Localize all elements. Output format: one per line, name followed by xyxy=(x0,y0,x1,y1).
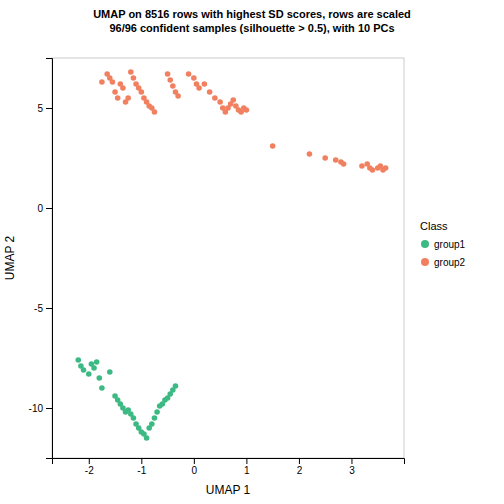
title: UMAP on 8516 rows with highest SD scores… xyxy=(93,8,411,34)
point xyxy=(202,81,208,87)
point xyxy=(149,421,155,427)
tick: 3 xyxy=(349,458,355,476)
point xyxy=(81,367,87,373)
point xyxy=(120,85,126,91)
tick-label: 2 xyxy=(297,465,303,476)
points xyxy=(75,69,388,441)
point xyxy=(152,415,158,421)
point xyxy=(244,107,250,113)
tick-mark xyxy=(46,108,52,109)
point xyxy=(186,71,192,77)
point xyxy=(144,435,150,441)
point xyxy=(196,85,202,91)
tick-mark xyxy=(89,458,90,464)
tick-label: -2 xyxy=(85,465,94,476)
tick-label: -1 xyxy=(137,465,146,476)
tick-label: 1 xyxy=(244,465,250,476)
tick-label: 3 xyxy=(349,465,355,476)
point xyxy=(131,75,137,81)
tick-mark xyxy=(299,458,300,464)
point xyxy=(128,69,134,75)
legend-label: group2 xyxy=(434,257,466,268)
x-axis-title: UMAP 1 xyxy=(206,483,251,497)
tick-label: -5 xyxy=(34,303,43,314)
legend-item: group1 xyxy=(421,239,466,250)
point xyxy=(139,89,145,95)
tick-label: 0 xyxy=(37,203,43,214)
legend: Class group1 group2 xyxy=(420,220,466,268)
tick: -5 xyxy=(34,303,52,314)
y-axis: -10 -5 0 5 xyxy=(29,59,53,459)
point xyxy=(212,95,218,101)
legend-swatch xyxy=(421,258,429,266)
point xyxy=(154,409,160,415)
point xyxy=(307,151,313,157)
series xyxy=(75,357,178,441)
point xyxy=(322,155,328,161)
axis-line xyxy=(53,459,405,465)
x-axis: -2 -1 0 1 2 3 xyxy=(53,458,405,476)
point xyxy=(152,109,158,115)
point xyxy=(99,79,105,85)
tick-label: -10 xyxy=(29,403,44,414)
tick: 2 xyxy=(297,458,303,476)
legend-title: Class xyxy=(420,220,448,232)
tick-label: 0 xyxy=(192,465,198,476)
point xyxy=(370,167,376,173)
tick-mark xyxy=(46,208,52,209)
point xyxy=(230,97,236,103)
point xyxy=(75,357,81,363)
y-axis-title: UMAP 2 xyxy=(3,235,17,280)
legend-label: group1 xyxy=(434,239,466,250)
legend-swatch xyxy=(421,240,429,248)
tick: 5 xyxy=(37,103,52,114)
tick: 1 xyxy=(244,458,250,476)
tick: 0 xyxy=(192,458,198,476)
point xyxy=(191,75,197,81)
point xyxy=(359,163,365,169)
point xyxy=(112,89,118,95)
point xyxy=(217,99,223,105)
tick-mark xyxy=(351,458,352,464)
point xyxy=(333,157,339,163)
point xyxy=(125,95,131,101)
tick: 0 xyxy=(37,203,52,214)
tick-mark xyxy=(46,308,52,309)
tick-mark xyxy=(194,458,195,464)
axis-line xyxy=(46,59,53,459)
point xyxy=(107,369,113,375)
point xyxy=(94,359,100,365)
point xyxy=(207,89,213,95)
point xyxy=(341,161,347,167)
point xyxy=(86,371,92,377)
tick: -2 xyxy=(85,458,94,476)
point xyxy=(173,383,179,389)
tick-label: 5 xyxy=(37,103,43,114)
tick: -1 xyxy=(137,458,146,476)
series xyxy=(99,69,388,173)
point xyxy=(167,77,173,83)
point xyxy=(99,385,105,391)
point xyxy=(131,415,137,421)
point xyxy=(91,365,97,371)
tick-mark xyxy=(141,458,142,464)
tick-mark xyxy=(246,458,247,464)
point xyxy=(165,71,171,77)
point xyxy=(110,79,116,85)
point xyxy=(115,95,121,101)
chart: UMAP on 8516 rows with highest SD scores… xyxy=(0,0,504,504)
point xyxy=(175,93,181,99)
point xyxy=(270,143,276,149)
tick: -10 xyxy=(29,403,52,414)
tick-mark xyxy=(46,408,52,409)
point xyxy=(96,375,102,381)
point xyxy=(383,165,389,171)
legend-item: group2 xyxy=(421,257,466,268)
point xyxy=(170,83,176,89)
plot-area: -2-10123-10-505 xyxy=(29,58,405,476)
plot-frame xyxy=(52,58,404,458)
